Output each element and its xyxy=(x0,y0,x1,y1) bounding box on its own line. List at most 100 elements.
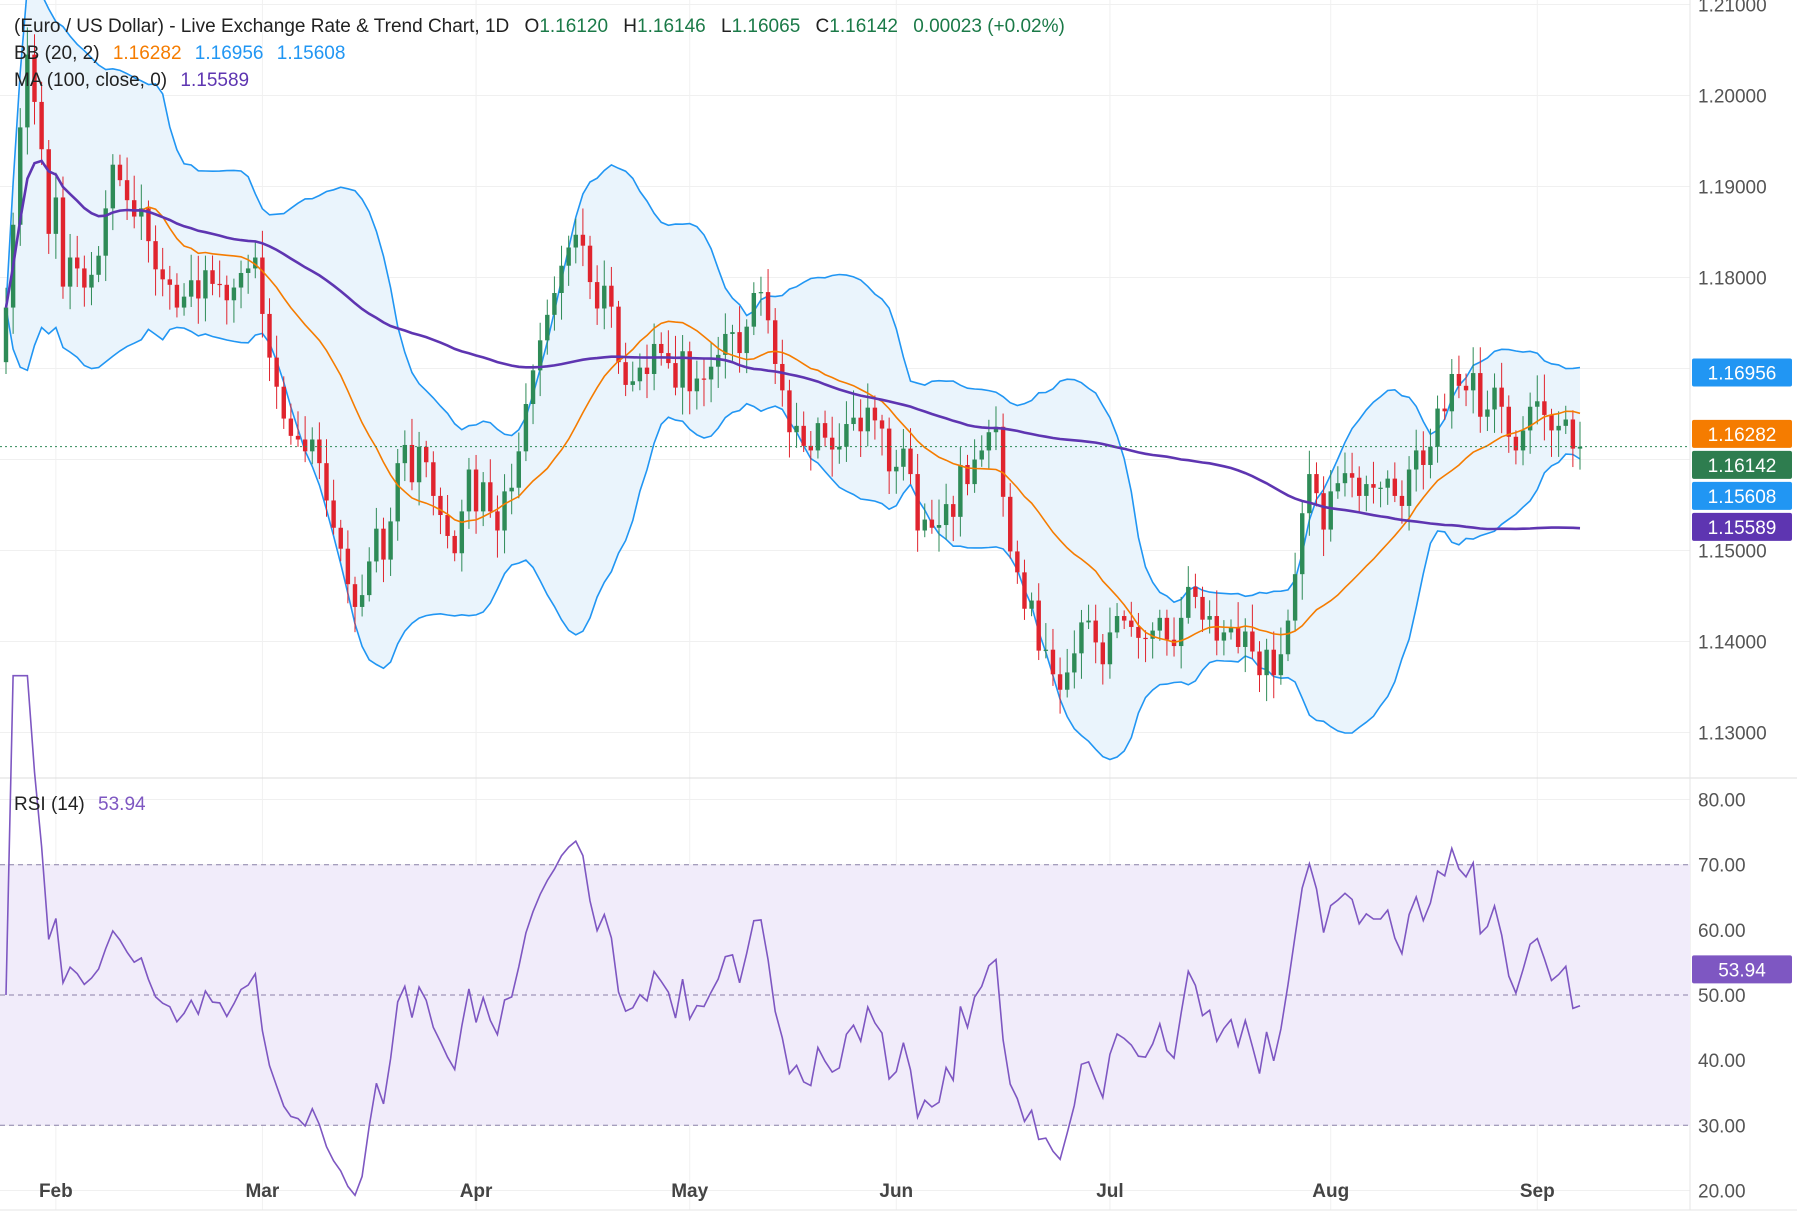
candle-body xyxy=(1335,483,1341,492)
candle-body xyxy=(1456,373,1462,386)
price-badge xyxy=(1692,512,1792,541)
candle-body xyxy=(359,595,365,607)
candle-body xyxy=(758,292,764,294)
price-tick-label: 1.15000 xyxy=(1698,542,1767,563)
candle-body xyxy=(317,439,322,464)
candle-body xyxy=(438,495,443,516)
rsi-tick-label: 40.00 xyxy=(1698,1051,1746,1072)
candle-body xyxy=(1015,551,1020,573)
candle-body xyxy=(1314,474,1319,494)
bb-middle-line xyxy=(5,159,1581,644)
price-badge xyxy=(1692,450,1792,479)
candle-body xyxy=(630,381,635,385)
candle-body xyxy=(160,269,165,280)
candle-body xyxy=(488,482,493,512)
candle-body xyxy=(388,521,393,560)
candle-body xyxy=(402,444,408,464)
candle-body xyxy=(794,425,799,433)
candle-body xyxy=(1207,616,1212,620)
candle-body xyxy=(452,535,457,554)
legend-ma: MA (100, close, 0) 1.15589 xyxy=(14,70,249,91)
candle-body xyxy=(829,437,835,450)
candle-body xyxy=(1157,617,1162,631)
candlesticks xyxy=(3,27,1583,714)
candle-body xyxy=(552,293,557,315)
candle-body xyxy=(951,504,956,517)
candle-body xyxy=(96,255,101,275)
candle-body xyxy=(60,197,66,287)
candle-body xyxy=(466,469,472,512)
candle-body xyxy=(637,367,643,382)
candle-body xyxy=(1164,617,1170,640)
candle-body xyxy=(858,417,863,432)
candle-body xyxy=(1421,450,1426,465)
rsi-tick-label: 50.00 xyxy=(1698,986,1746,1007)
candle-body xyxy=(780,363,785,391)
candle-body xyxy=(260,257,265,314)
candle-body xyxy=(345,548,351,585)
candle-body xyxy=(993,426,999,433)
candle-body xyxy=(1064,672,1070,690)
candle-body xyxy=(1257,651,1262,676)
rsi-badge xyxy=(1692,955,1792,984)
candle-body xyxy=(1563,419,1568,426)
candle-body xyxy=(1043,649,1049,651)
candle-body xyxy=(965,464,970,485)
candle-body xyxy=(879,420,885,429)
month-tick-label: Apr xyxy=(460,1181,493,1202)
candle-body xyxy=(865,407,870,432)
candle-body xyxy=(872,407,878,421)
candle-body xyxy=(110,164,116,209)
candle-body xyxy=(124,180,130,201)
candle-body xyxy=(680,351,685,388)
candle-body xyxy=(808,445,814,451)
candle-body xyxy=(516,451,522,488)
candle-body xyxy=(188,280,194,297)
candle-body xyxy=(39,101,44,150)
candle-body xyxy=(1235,626,1241,647)
candle-body xyxy=(1250,631,1255,652)
candle-body xyxy=(395,463,400,522)
candle-body xyxy=(1086,620,1091,623)
candle-body xyxy=(1328,491,1333,530)
candle-body xyxy=(1022,572,1027,609)
candle-body xyxy=(480,482,486,512)
candle-body xyxy=(1342,473,1348,484)
legend-header: (Euro / US Dollar) - Live Exchange Rate … xyxy=(14,16,1065,37)
candle-body xyxy=(352,584,358,607)
candle-body xyxy=(1093,620,1098,643)
bb-label: BB (20, 2) xyxy=(14,43,100,64)
candle-body xyxy=(1385,478,1390,488)
candle-body xyxy=(602,285,607,309)
candle-body xyxy=(1193,586,1198,597)
candle-body xyxy=(217,283,222,286)
candle-body xyxy=(744,326,749,354)
candle-body xyxy=(751,293,757,327)
candle-body xyxy=(196,280,201,299)
price-badge-label: 1.16282 xyxy=(1708,425,1777,446)
candle-body xyxy=(167,279,173,285)
candle-body xyxy=(737,332,742,354)
price-badge-label: 1.16142 xyxy=(1708,456,1777,477)
candle-body xyxy=(901,448,906,467)
candle-body xyxy=(3,307,9,363)
candle-body xyxy=(894,466,899,472)
candle-body xyxy=(623,362,628,385)
price-tick-label: 1.19000 xyxy=(1698,178,1767,199)
month-tick-label: May xyxy=(671,1181,708,1202)
candle-body xyxy=(1107,632,1113,665)
candle-body xyxy=(267,313,272,358)
candle-body xyxy=(943,504,949,526)
candle-body xyxy=(1200,596,1205,620)
price-badges: 1.16956 1.16282 1.16142 1.15608 1.15589 53.94 xyxy=(1692,358,1792,984)
candle-body xyxy=(559,265,564,294)
month-tick-label: Mar xyxy=(245,1181,279,1202)
candle-body xyxy=(915,474,920,531)
candle-body xyxy=(274,357,279,387)
candle-body xyxy=(694,378,700,392)
candle-body xyxy=(815,423,821,451)
bb-upper-value: 1.16956 xyxy=(195,43,264,64)
candle-body xyxy=(644,367,650,374)
candle-body xyxy=(837,446,842,450)
candle-body xyxy=(1321,493,1326,530)
